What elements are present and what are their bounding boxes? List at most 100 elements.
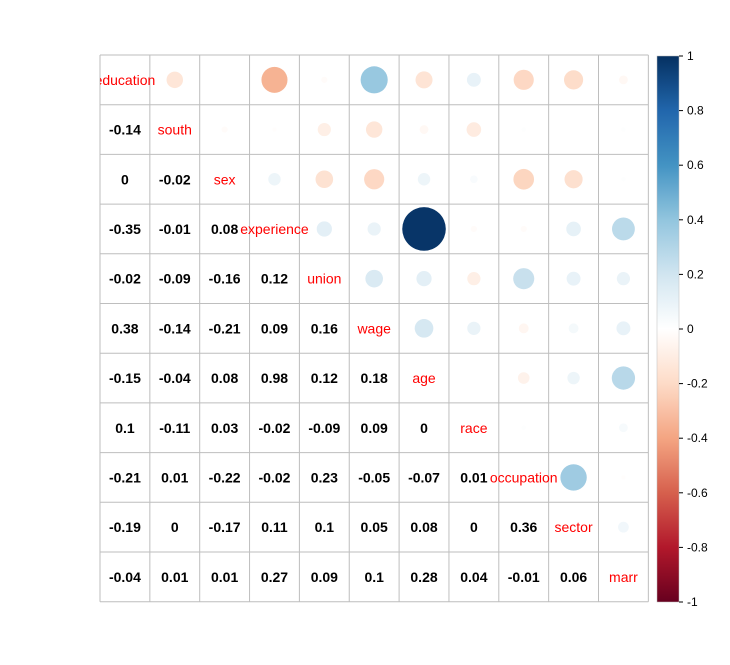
corr-circle-education-marr [619,75,628,85]
corr-circle-education-age [415,71,433,89]
color-scale-bar [656,55,680,603]
corr-value-sector-race: 0 [470,519,478,535]
variable-label-race: race [460,420,487,436]
corr-circle-experience-occupation [520,225,527,233]
corr-circle-sex-experience [268,173,281,186]
color-scale-tick-label: -0.6 [687,486,708,500]
corr-value-marr-wage: 0.1 [364,569,384,585]
corr-circle-education-sector [563,70,584,90]
corr-value-race-south: -0.11 [159,420,190,436]
corr-circle-wage-race [467,321,481,335]
corr-value-occupation-age: -0.07 [408,469,440,485]
corr-value-experience-education: -0.35 [109,221,141,237]
corr-circle-union-age [416,271,432,287]
corr-circle-age-occupation [517,372,530,384]
corr-value-union-education: -0.02 [109,271,141,287]
color-legend: 1 0.8 0.6 0.4 0.2 0 -0.2 -0.4 -0.6 -0.8 -1 [656,49,708,609]
color-scale-tick-label: 0.8 [687,104,704,118]
corr-circle-sex-sector [564,170,583,189]
corr-value-age-south: -0.04 [159,370,191,386]
corr-value-wage-sex: -0.21 [209,320,241,336]
corr-circle-south-sex [221,126,228,133]
corr-value-age-education: -0.15 [109,370,141,386]
variable-label-marr: marr [609,569,638,585]
corr-value-sector-sex: -0.17 [209,519,241,535]
corr-value-union-sex: -0.16 [209,271,241,287]
variable-label-sex: sex [214,171,236,187]
corr-value-race-experience: -0.02 [259,420,291,436]
corr-value-race-union: -0.09 [308,420,340,436]
circles-layer [166,66,636,533]
corr-value-race-age: 0 [420,420,428,436]
corr-value-union-south: -0.09 [159,271,191,287]
corr-circle-age-marr [611,366,636,390]
corr-value-wage-south: -0.14 [159,320,191,336]
corr-circle-south-experience [272,127,277,132]
corr-value-experience-sex: 0.08 [211,221,238,237]
corr-circle-education-union [321,76,328,83]
corr-value-marr-occupation: -0.01 [508,569,540,585]
corr-value-south-education: -0.14 [109,122,141,138]
corr-value-age-wage: 0.18 [361,370,388,386]
corr-circle-sex-race [470,175,478,184]
corr-value-race-education: 0.1 [115,420,135,436]
corr-circle-experience-wage [367,222,381,236]
corr-circle-race-occupation [521,425,526,430]
corr-circle-south-union [317,122,331,137]
corr-circle-south-age [419,125,429,134]
corr-value-occupation-race: 0.01 [460,469,487,485]
corr-circle-experience-age [402,207,446,251]
corr-circle-experience-sector [566,221,581,237]
corr-value-sector-age: 0.08 [410,519,437,535]
labels-layer: education -0.14 south 0 -0.02 sex -0.35 -0.01 0.… [100,72,638,585]
corr-value-marr-education: -0.04 [109,569,141,585]
corr-value-experience-south: -0.01 [159,221,191,237]
corr-circle-sex-marr [621,177,626,182]
corr-value-age-union: 0.12 [311,370,338,386]
corr-value-occupation-education: -0.21 [109,469,141,485]
corr-circle-experience-union [316,221,332,237]
color-scale-tick-label: 0.6 [687,158,704,172]
grid-layer [99,54,649,603]
corr-value-sex-education: 0 [121,171,129,187]
color-scale-tick-label: -0.4 [687,431,708,445]
corr-circle-occupation-marr [621,475,626,480]
corr-circle-sex-union [315,170,334,189]
corr-value-wage-education: 0.38 [111,320,138,336]
corr-value-marr-union: 0.09 [311,569,338,585]
corr-circle-occupation-sector [560,464,587,491]
corr-value-wage-experience: 0.09 [261,320,288,336]
variable-label-experience: experience [240,221,309,237]
color-scale-tick-label: 0.4 [687,213,704,227]
color-scale-tick-label: -0.2 [687,377,708,391]
color-scale-tick-label: -1 [687,595,698,609]
corr-circle-education-wage [360,66,388,94]
corr-value-sector-education: -0.19 [109,519,141,535]
color-scale-tick-label: 0.2 [687,267,704,281]
corr-circle-south-wage [365,121,383,138]
corr-value-occupation-south: 0.01 [161,469,188,485]
corr-value-race-wage: 0.09 [361,420,388,436]
corr-circle-sex-occupation [513,168,535,190]
corr-circle-education-occupation [513,69,534,90]
corr-value-marr-age: 0.28 [410,569,437,585]
corr-value-occupation-sex: -0.22 [209,469,241,485]
corr-value-age-sex: 0.08 [211,370,238,386]
corr-circle-wage-occupation [518,323,529,334]
corr-circle-sector-marr [618,521,629,533]
corr-value-sector-south: 0 [171,519,179,535]
color-scale-tick-label: 1 [687,49,694,63]
corr-circle-union-occupation [513,268,535,290]
variable-label-occupation: occupation [490,469,558,485]
corr-circle-union-race [467,272,481,286]
variable-label-age: age [412,370,436,386]
corr-circle-union-sector [566,271,581,286]
corr-value-sex-south: -0.02 [159,171,191,187]
corr-circle-south-race [466,122,482,137]
corr-circle-age-sector [567,371,580,385]
corr-circle-wage-marr [616,321,631,336]
corr-value-sector-experience: 0.11 [261,519,288,535]
variable-label-wage: wage [356,320,391,336]
corr-circle-experience-race [470,225,477,233]
